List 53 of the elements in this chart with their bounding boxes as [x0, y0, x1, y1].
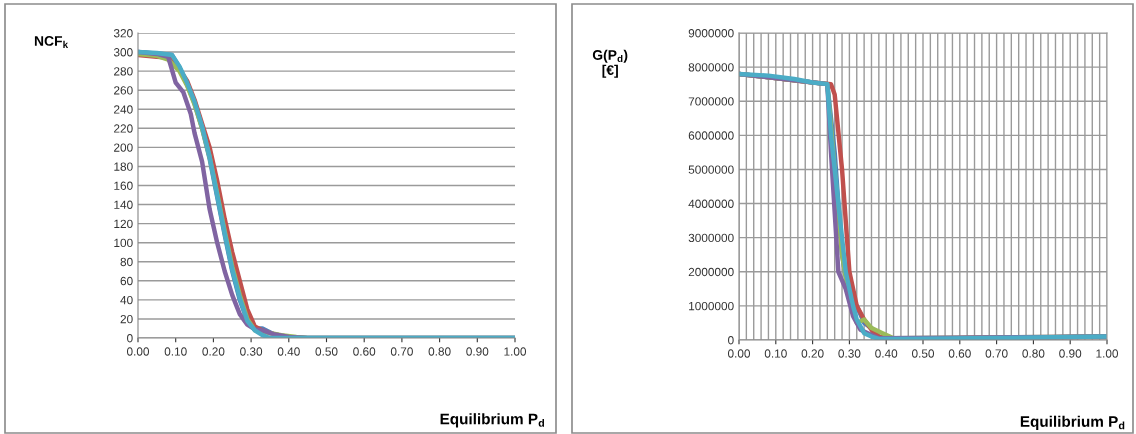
x-tick-label: 0.60	[353, 347, 376, 356]
x-tick-label: 0.20	[202, 347, 225, 356]
y-tick-label: 140	[114, 200, 133, 209]
y-tick-label: 8000000	[688, 63, 734, 72]
x-tick-label: 0.10	[164, 347, 187, 356]
y-tick-label: 3000000	[688, 233, 734, 243]
y-tick-label: 180	[114, 162, 133, 171]
y-tick-label: 9000000	[688, 29, 734, 38]
x-tick-label: 0.70	[390, 347, 413, 356]
y-tick-label: 2000000	[688, 267, 734, 277]
y-tick-label: 240	[114, 105, 133, 114]
y-tick-label: 320	[113, 29, 133, 38]
x-tick-label: 1.00	[1096, 349, 1119, 358]
x-axis-title: Equilibrium P$_{d}$	[1020, 415, 1125, 430]
x-tick-label: 0.30	[240, 347, 263, 356]
x-tick-label: 0.80	[428, 347, 451, 356]
y-tick-label: 100	[114, 238, 133, 248]
y-tick-label: 60	[120, 276, 133, 286]
y-tick-label: 280	[114, 67, 133, 76]
x-tick-label: 0.80	[1022, 349, 1045, 358]
y-tick-label: 7000000	[688, 97, 734, 106]
y-tick-label: 300	[113, 48, 133, 57]
y-axis-title: NCF$_{k}$	[34, 36, 69, 48]
y-tick-label: 40	[120, 295, 133, 305]
x-tick-label: 0.40	[277, 347, 300, 356]
y-tick-label: 200	[114, 143, 133, 152]
x-tick-label: 0.70	[985, 349, 1008, 358]
y-tick-label: 0	[127, 334, 133, 343]
x-tick-label: 0.40	[875, 349, 898, 358]
y-tick-label: 120	[114, 219, 133, 229]
y-tick-label: 0	[728, 336, 734, 345]
y-tick-label: 80	[120, 257, 133, 267]
y-tick-label: 160	[114, 181, 133, 190]
x-tick-label: 0.20	[801, 349, 824, 358]
x-tick-label: 0.50	[911, 349, 935, 358]
x-tick-label: 0.10	[764, 349, 787, 358]
y-tick-label: 1000000	[689, 301, 734, 311]
x-axis-title: Equilibrium P$_{d}$	[440, 413, 545, 428]
x-tick-label: 0.00	[126, 347, 150, 356]
y-tick-label: 260	[114, 86, 133, 95]
x-tick-label: 0.90	[1059, 349, 1082, 358]
y-tick-label: 220	[114, 124, 133, 133]
x-tick-label: 0.30	[838, 349, 861, 358]
y-tick-label: 4000000	[688, 199, 734, 208]
x-tick-label: 0.00	[727, 349, 751, 358]
x-tick-label: 0.60	[948, 349, 971, 358]
x-tick-label: 1.00	[504, 347, 527, 356]
x-tick-label: 0.50	[315, 347, 338, 356]
y-tick-label: 20	[120, 314, 133, 324]
y-axis-title: G(P$_{d}$) [€]	[592, 49, 628, 78]
y-tick-label: 6000000	[688, 131, 734, 140]
x-tick-label: 0.90	[466, 347, 489, 356]
y-tick-label: 5000000	[688, 165, 734, 174]
